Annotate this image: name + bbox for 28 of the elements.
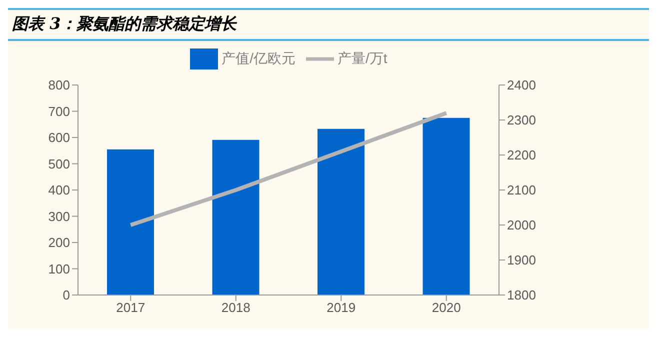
y-tick-label: 300 [48, 208, 70, 224]
bar [107, 149, 154, 295]
y-tick-label: 200 [48, 235, 70, 250]
y-tick-label: 400 [48, 182, 70, 198]
x-tick-label: 2017 [116, 300, 146, 316]
bar [422, 118, 470, 295]
y2-tick-label: 1800 [507, 288, 536, 303]
y2-tick-label: 2200 [507, 148, 536, 163]
line-series [128, 111, 448, 227]
y2-tick-label: 1900 [507, 252, 536, 268]
bar [318, 128, 364, 295]
y-tick-label: 700 [48, 104, 70, 119]
y2-tick-label: 2400 [507, 78, 536, 93]
y-tick-label: 500 [48, 156, 70, 172]
legend-label: 产值/亿欧元 [222, 50, 296, 66]
x-tick-label: 2018 [221, 300, 250, 316]
y-tick-label: 600 [48, 130, 70, 146]
legend-label: 产量/万t [338, 50, 388, 66]
y2-tick-label: 2300 [507, 112, 536, 128]
bar [212, 140, 260, 295]
y-tick-label: 800 [48, 78, 70, 93]
y2-tick-label: 2100 [507, 182, 536, 198]
y2-tick-label: 2000 [507, 218, 536, 233]
y-tick-label: 100 [48, 261, 70, 276]
x-tick-label: 2020 [432, 300, 461, 316]
chart-title: 图表 3：聚氨酯的需求稳定增长 [8, 8, 649, 41]
y-tick-label: 0 [62, 288, 70, 303]
x-tick-label: 2019 [326, 300, 356, 316]
